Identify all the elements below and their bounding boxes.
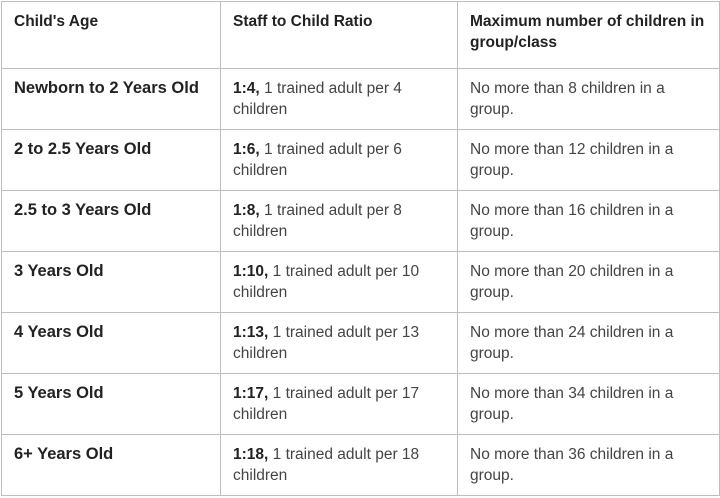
ratio-description: 1 trained adult per 13 children — [233, 324, 420, 362]
ratio-description: 1 trained adult per 8 children — [233, 202, 402, 240]
ratio-description: 1 trained adult per 17 children — [233, 385, 420, 423]
table-row: 3 Years Old 1:10, 1 trained adult per 10 … — [1, 251, 720, 313]
header-cell: Staff to Child Ratio — [220, 1, 458, 69]
ratio-description: 1 trained adult per 10 children — [233, 263, 420, 301]
ratio-value: 1:8, — [233, 202, 260, 219]
max-cell: No more than 24 children in a group. — [457, 312, 720, 374]
table-row: Newborn to 2 Years Old 1:4, 1 trained adu… — [1, 68, 720, 130]
ratio-cell: 1:6, 1 trained adult per 6 children — [220, 129, 458, 191]
ratio-cell: 1:10, 1 trained adult per 10 children — [220, 251, 458, 313]
ratio-value: 1:17, — [233, 385, 269, 402]
age-cell: 6+ Years Old — [1, 434, 221, 496]
age-cell: 5 Years Old — [1, 373, 221, 435]
table-row: 2 to 2.5 Years Old 1:6, 1 trained adult p… — [1, 129, 720, 191]
table-row: 6+ Years Old 1:18, 1 trained adult per 18… — [1, 434, 720, 496]
table-body: Newborn to 2 Years Old 1:4, 1 trained adu… — [1, 68, 720, 496]
ratio-description: 1 trained adult per 4 children — [233, 80, 402, 118]
ratio-cell: 1:4, 1 trained adult per 4 children — [220, 68, 458, 130]
header-row: Child's Age Staff to Child Ratio Maximum… — [1, 1, 720, 69]
age-cell: 2 to 2.5 Years Old — [1, 129, 221, 191]
ratio-value: 1:18, — [233, 446, 269, 463]
ratio-cell: 1:17, 1 trained adult per 17 children — [220, 373, 458, 435]
ratio-value: 1:4, — [233, 80, 260, 97]
ratio-value: 1:6, — [233, 141, 260, 158]
age-cell: Newborn to 2 Years Old — [1, 68, 221, 130]
max-cell: No more than 12 children in a group. — [457, 129, 720, 191]
table-row: 4 Years Old 1:13, 1 trained adult per 13 … — [1, 312, 720, 374]
max-cell: No more than 20 children in a group. — [457, 251, 720, 313]
ratio-cell: 1:13, 1 trained adult per 13 children — [220, 312, 458, 374]
ratio-description: 1 trained adult per 6 children — [233, 141, 402, 179]
table-row: 2.5 to 3 Years Old 1:8, 1 trained adult p… — [1, 190, 720, 252]
header-cell: Maximum number of children in group/clas… — [457, 1, 720, 69]
age-cell: 3 Years Old — [1, 251, 221, 313]
ratio-cell: 1:8, 1 trained adult per 8 children — [220, 190, 458, 252]
max-cell: No more than 34 children in a group. — [457, 373, 720, 435]
table-row: 5 Years Old 1:17, 1 trained adult per 17 … — [1, 373, 720, 435]
ratio-description: 1 trained adult per 18 children — [233, 446, 420, 484]
age-cell: 4 Years Old — [1, 312, 221, 374]
max-cell: No more than 8 children in a group. — [457, 68, 720, 130]
ratio-cell: 1:18, 1 trained adult per 18 children — [220, 434, 458, 496]
ratio-value: 1:10, — [233, 263, 269, 280]
max-cell: No more than 16 children in a group. — [457, 190, 720, 252]
max-cell: No more than 36 children in a group. — [457, 434, 720, 496]
age-cell: 2.5 to 3 Years Old — [1, 190, 221, 252]
ratio-value: 1:13, — [233, 324, 269, 341]
header-cell: Child's Age — [1, 1, 221, 69]
